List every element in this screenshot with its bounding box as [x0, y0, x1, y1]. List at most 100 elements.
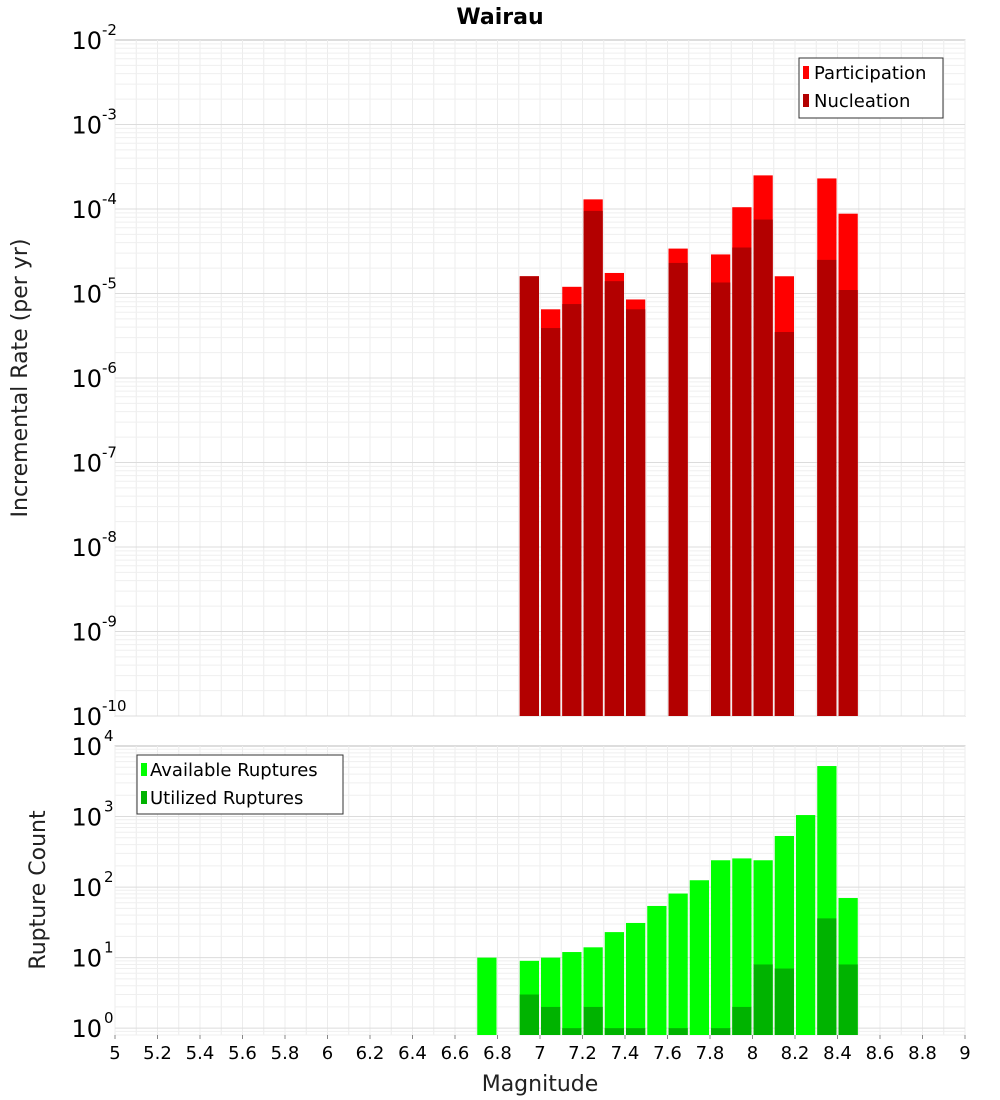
y-tick-base: 10: [71, 1015, 102, 1043]
y-tick-label: 10 3: [71, 798, 113, 832]
bar-available-ruptures: [626, 922, 646, 1035]
x-tick-label: 6.2: [356, 1043, 385, 1064]
x-tick-label: 6.8: [483, 1043, 512, 1064]
bar-available-ruptures: [477, 957, 497, 1035]
y-tick-base: 10: [71, 365, 102, 393]
bar-nucleation: [817, 259, 837, 716]
bar-nucleation: [541, 328, 561, 716]
y-tick-label: 10 -4: [71, 190, 117, 224]
top-legend: Participation Nucleation: [798, 57, 944, 119]
bar-nucleation: [753, 219, 773, 717]
bar-available-ruptures: [562, 952, 582, 1035]
y-tick-base: 10: [71, 534, 102, 562]
bar-available-ruptures: [604, 932, 624, 1035]
x-tick-label: 5.2: [143, 1043, 172, 1064]
bar-nucleation: [562, 304, 582, 716]
bar-available-ruptures: [796, 815, 816, 1035]
bar-available-ruptures: [647, 905, 667, 1035]
bottom-legend: Available Ruptures Utilized Ruptures: [136, 754, 344, 815]
y-tick-label: 10 -5: [71, 275, 117, 309]
x-tick-label: 8.8: [908, 1043, 937, 1064]
y-tick-base: 10: [71, 450, 102, 478]
x-tick-label: 8.2: [781, 1043, 810, 1064]
x-tick-label: 5: [109, 1043, 120, 1064]
bar-nucleation: [711, 282, 731, 716]
y-tick-base: 10: [71, 945, 102, 973]
bar-nucleation: [838, 290, 858, 716]
legend-participation: Participation: [814, 63, 926, 84]
bar-nucleation: [583, 210, 603, 716]
y-tick-exponent: -6: [102, 359, 117, 377]
y-tick-exponent: -5: [102, 275, 117, 293]
bar-utilized-ruptures: [753, 964, 773, 1035]
x-tick-label: 8: [747, 1043, 758, 1064]
y-tick-base: 10: [71, 112, 102, 140]
y-tick-base: 10: [71, 703, 102, 731]
x-tick-label: 6.6: [441, 1043, 470, 1064]
y-tick-exponent: -9: [102, 613, 117, 631]
bottom-bars: [477, 766, 858, 1035]
bar-nucleation: [519, 276, 539, 716]
x-tick-label: 7.2: [568, 1043, 597, 1064]
bar-utilized-ruptures: [838, 964, 858, 1035]
bottom-legend-box: [136, 754, 344, 815]
y-tick-exponent: 4: [104, 727, 114, 745]
y-tick-label: 10 -2: [71, 21, 117, 55]
bar-utilized-ruptures: [519, 994, 539, 1035]
y-tick-label: 10 0: [71, 1009, 113, 1043]
bar-utilized-ruptures: [817, 918, 837, 1035]
bar-available-ruptures: [711, 860, 731, 1035]
bar-utilized-ruptures: [668, 1028, 688, 1035]
y-tick-base: 10: [71, 27, 102, 55]
top-y-axis-label: Incremental Rate (per yr): [8, 239, 33, 518]
y-tick-exponent: 1: [104, 939, 114, 957]
available-swatch: [141, 763, 147, 776]
x-tick-label: 6.4: [398, 1043, 427, 1064]
bar-utilized-ruptures: [626, 1028, 646, 1035]
top-bars: [519, 175, 858, 717]
participation-swatch: [803, 66, 809, 79]
bar-available-ruptures: [732, 858, 752, 1035]
x-tick-label: 8.4: [823, 1043, 852, 1064]
y-tick-base: 10: [71, 281, 102, 309]
legend-nucleation: Nucleation: [814, 91, 910, 112]
x-tick-label: 8.6: [866, 1043, 895, 1064]
x-tick-label: 7.6: [653, 1043, 682, 1064]
bar-available-ruptures: [689, 880, 709, 1035]
y-tick-exponent: 2: [104, 868, 114, 886]
y-tick-exponent: -7: [102, 444, 117, 462]
top-legend-box: [798, 57, 944, 119]
bar-nucleation: [732, 247, 752, 716]
x-axis-label: Magnitude: [482, 1072, 599, 1097]
y-tick-label: 10 -7: [71, 444, 117, 478]
chart-title: Wairau: [456, 5, 543, 30]
y-tick-base: 10: [71, 804, 102, 832]
y-tick-exponent: -10: [102, 697, 127, 715]
x-tick-label: 6: [322, 1043, 333, 1064]
bar-utilized-ruptures: [732, 1006, 752, 1035]
y-tick-base: 10: [71, 733, 102, 761]
bar-nucleation: [668, 262, 688, 716]
x-ticks: 5 5.2 5.4 5.6 5.8 6 6.2 6.4 6.6 6.8 7 7.2 7.4 7.6 7.8 8…: [109, 1035, 971, 1064]
y-tick-exponent: -4: [102, 190, 117, 208]
utilized-swatch: [141, 791, 147, 804]
y-tick-label: 10 2: [71, 868, 113, 902]
y-tick-label: 10 -6: [71, 359, 117, 393]
bar-utilized-ruptures: [604, 1028, 624, 1035]
y-tick-exponent: -3: [102, 106, 117, 124]
x-tick-label: 5.4: [186, 1043, 215, 1064]
y-tick-base: 10: [71, 874, 102, 902]
bar-utilized-ruptures: [711, 1028, 731, 1035]
x-tick-label: 5.8: [271, 1043, 300, 1064]
x-tick-label: 7.8: [696, 1043, 725, 1064]
y-tick-label: 10 -3: [71, 106, 117, 140]
x-tick-label: 7: [534, 1043, 545, 1064]
nucleation-swatch: [803, 94, 809, 107]
x-tick-label: 5.6: [228, 1043, 257, 1064]
legend-available: Available Ruptures: [150, 760, 318, 781]
y-tick-base: 10: [71, 196, 102, 224]
y-tick-exponent: -2: [102, 21, 117, 39]
